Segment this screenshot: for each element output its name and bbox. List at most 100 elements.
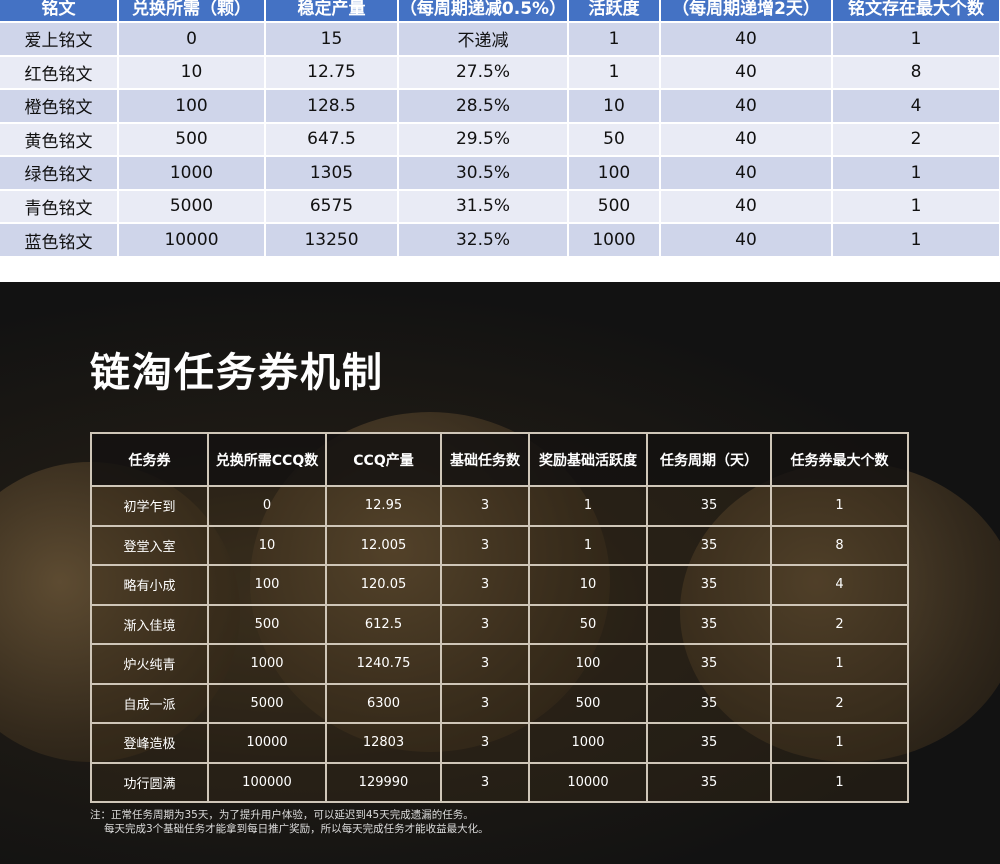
task-cell: 100	[207, 564, 327, 606]
task-cell: 1	[528, 524, 648, 566]
task-cell: 35	[646, 524, 772, 566]
table-row: 渐入佳境 500 612.5 3 50 35 2	[90, 603, 909, 645]
inscription-cell: 1000	[118, 155, 266, 190]
task-cell: 10000	[528, 761, 648, 803]
inscription-cell: 28.5%	[398, 88, 569, 123]
inscription-cell: 青色铭文	[0, 188, 119, 223]
inscription-cell: 1000	[568, 222, 661, 256]
inscription-cell: 1	[568, 54, 661, 89]
task-cell: 1	[528, 485, 648, 527]
inscription-cell: 2	[832, 121, 1000, 156]
task-cell: 初学乍到	[90, 485, 209, 527]
task-cell: 500	[528, 682, 648, 724]
task-cell: 612.5	[325, 603, 442, 645]
inscription-cell: 4	[832, 88, 1000, 123]
table-row: 略有小成 100 120.05 3 10 35 4	[90, 564, 909, 606]
task-cell: 500	[207, 603, 327, 645]
inscription-cell: 500	[568, 188, 661, 223]
task-cell: 1	[770, 722, 909, 764]
inscription-cell: 40	[660, 88, 833, 123]
task-header-cell: 任务券	[90, 432, 209, 487]
inscription-cell: 1	[832, 188, 1000, 223]
task-cell: 0	[207, 485, 327, 527]
task-cell: 3	[440, 603, 530, 645]
inscription-cell: 12.75	[265, 54, 399, 89]
table-row: 青色铭文 5000 6575 31.5% 500 40 1	[0, 188, 1000, 223]
inscription-cell: 647.5	[265, 121, 399, 156]
task-cell: 1240.75	[325, 643, 442, 685]
inscription-header-cell: 兑换所需（颗）	[118, 0, 266, 22]
table-row: 炉火纯青 1000 1240.75 3 100 35 1	[90, 643, 909, 685]
task-header-cell: 任务周期（天）	[646, 432, 772, 487]
inscription-cell: 40	[660, 188, 833, 223]
task-cell: 10000	[207, 722, 327, 764]
task-cell: 3	[440, 485, 530, 527]
task-cell: 3	[440, 682, 530, 724]
table-row: 功行圆满 100000 129990 3 10000 35 1	[90, 761, 909, 803]
task-cell: 35	[646, 722, 772, 764]
task-cell: 35	[646, 485, 772, 527]
task-cell: 略有小成	[90, 564, 209, 606]
task-voucher-table: 任务券 兑换所需CCQ数 CCQ产量 基础任务数 奖励基础活跃度 任务周期（天） 任务券最大…	[90, 432, 909, 803]
inscription-cell: 橙色铭文	[0, 88, 119, 123]
inscription-cell: 不递减	[398, 21, 569, 56]
task-cell: 12.005	[325, 524, 442, 566]
task-cell: 50	[528, 603, 648, 645]
inscription-cell: 27.5%	[398, 54, 569, 89]
inscription-cell: 红色铭文	[0, 54, 119, 89]
task-cell: 1000	[528, 722, 648, 764]
table-row: 红色铭文 10 12.75 27.5% 1 40 8	[0, 54, 1000, 89]
inscription-cell: 40	[660, 21, 833, 56]
inscription-cell: 29.5%	[398, 121, 569, 156]
task-header-cell: 奖励基础活跃度	[528, 432, 648, 487]
task-cell: 3	[440, 722, 530, 764]
inscription-cell: 40	[660, 54, 833, 89]
task-cell: 登堂入室	[90, 524, 209, 566]
task-cell: 12.95	[325, 485, 442, 527]
inscription-cell: 5000	[118, 188, 266, 223]
inscription-cell: 500	[118, 121, 266, 156]
task-cell: 4	[770, 564, 909, 606]
task-cell: 1	[770, 485, 909, 527]
inscription-cell: 蓝色铭文	[0, 222, 119, 256]
task-cell: 100000	[207, 761, 327, 803]
task-cell: 6300	[325, 682, 442, 724]
inscription-cell: 黄色铭文	[0, 121, 119, 156]
task-header-cell: 兑换所需CCQ数	[207, 432, 327, 487]
inscription-table: 铭文 兑换所需（颗） 稳定产量 （每周期递减0.5%） 活跃度 （每周期递增2天） 铭文存在…	[0, 0, 1000, 256]
inscription-cell: 爱上铭文	[0, 21, 119, 56]
inscription-cell: 0	[118, 21, 266, 56]
task-cell: 1	[770, 643, 909, 685]
task-cell: 35	[646, 564, 772, 606]
inscription-cell: 1	[832, 222, 1000, 256]
inscription-cell: 31.5%	[398, 188, 569, 223]
task-cell: 35	[646, 761, 772, 803]
inscription-cell: 30.5%	[398, 155, 569, 190]
inscription-cell: 10	[118, 54, 266, 89]
task-cell: 3	[440, 761, 530, 803]
inscription-cell: 15	[265, 21, 399, 56]
task-cell: 1000	[207, 643, 327, 685]
task-cell: 120.05	[325, 564, 442, 606]
task-cell: 2	[770, 682, 909, 724]
task-cell: 3	[440, 643, 530, 685]
inscription-cell: 1	[568, 21, 661, 56]
task-cell: 3	[440, 524, 530, 566]
inscription-header-cell: （每周期递增2天）	[660, 0, 833, 22]
inscription-header-cell: （每周期递减0.5%）	[398, 0, 569, 22]
task-cell: 炉火纯青	[90, 643, 209, 685]
section-title: 链淘任务券机制	[90, 350, 384, 396]
table-row: 自成一派 5000 6300 3 500 35 2	[90, 682, 909, 724]
inscription-cell: 50	[568, 121, 661, 156]
inscription-header-cell: 铭文存在最大个数	[832, 0, 1000, 22]
inscription-cell: 32.5%	[398, 222, 569, 256]
table-row: 蓝色铭文 10000 13250 32.5% 1000 40 1	[0, 222, 1000, 256]
table-row: 登峰造极 10000 12803 3 1000 35 1	[90, 722, 909, 764]
inscription-cell: 13250	[265, 222, 399, 256]
inscription-cell: 100	[118, 88, 266, 123]
table-row: 登堂入室 10 12.005 3 1 35 8	[90, 524, 909, 566]
table-row: 橙色铭文 100 128.5 28.5% 10 40 4	[0, 88, 1000, 123]
table-row: 黄色铭文 500 647.5 29.5% 50 40 2	[0, 121, 1000, 156]
table-row: 爱上铭文 0 15 不递减 1 40 1	[0, 21, 1000, 56]
task-cell: 渐入佳境	[90, 603, 209, 645]
